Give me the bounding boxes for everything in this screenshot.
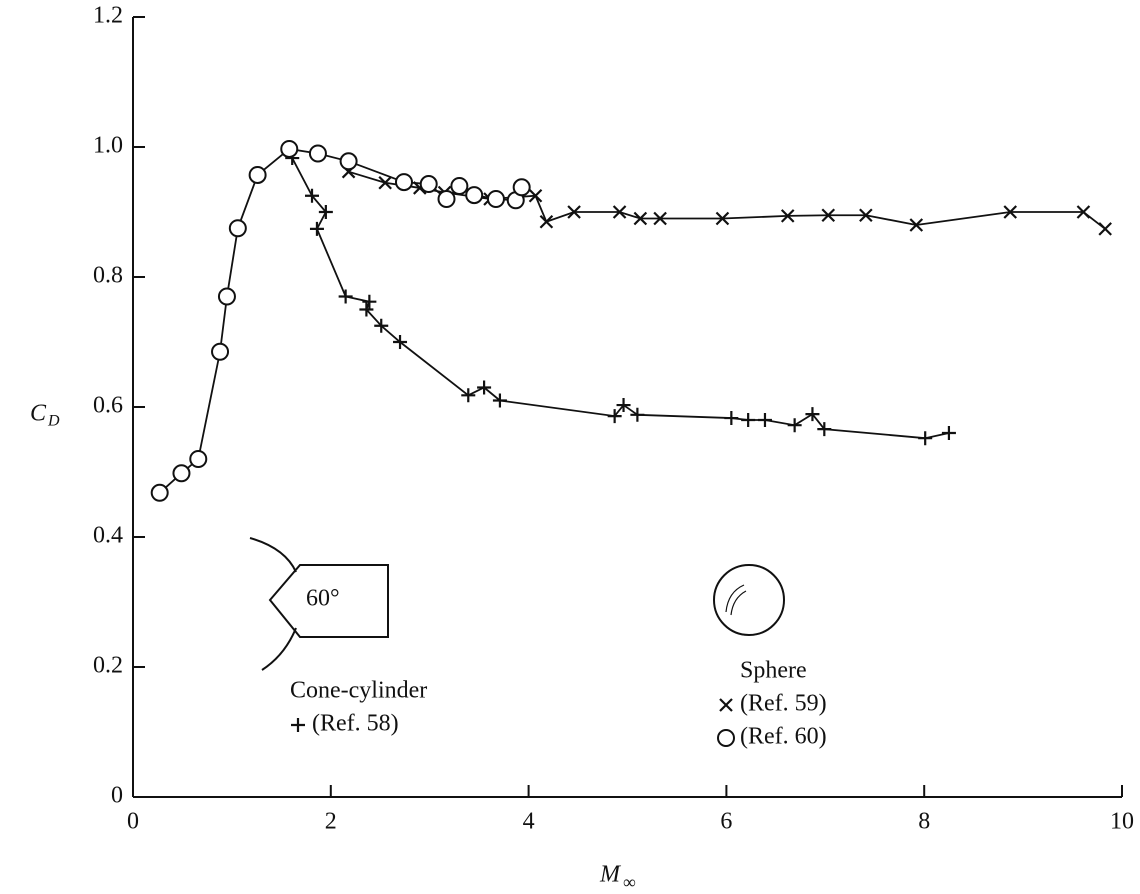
marker [318,205,333,219]
marker [528,188,543,203]
marker [305,188,320,203]
marker [189,450,208,468]
marker [393,335,408,349]
marker [309,221,324,236]
marker [859,208,873,223]
cone-angle: 60° [306,586,340,612]
marker [338,289,353,304]
x-tick-label: 0 [127,809,139,835]
marker [362,294,377,309]
annotation: Sphere [740,658,807,684]
marker [1003,205,1018,219]
marker [172,464,191,483]
marker [817,422,832,437]
x-tick-label: 8 [918,809,930,835]
marker [486,190,505,208]
marker [308,144,327,163]
marker [477,380,492,395]
x-label-sub: ∞ [623,872,636,892]
legend-label: (Ref. 60) [740,724,827,750]
marker [248,165,267,184]
marker [757,413,772,427]
y-tick-label: 0.6 [93,393,123,419]
annotation: Cone-cylinder [290,678,427,704]
legend-marker [719,698,733,712]
marker [450,177,469,195]
marker [724,411,739,426]
marker [909,218,924,232]
marker [211,342,230,361]
y-tick-label: 0 [111,783,123,809]
sphere-icon [713,564,785,636]
legend-marker [717,729,735,747]
y-tick-label: 0.4 [93,523,123,549]
marker [941,426,956,440]
marker [465,186,484,205]
x-tick-label: 2 [325,809,337,835]
marker [228,219,247,238]
marker [741,413,756,427]
marker [280,139,299,158]
marker [437,190,456,208]
marker [612,205,627,219]
marker [780,209,795,223]
marker [150,483,169,502]
marker [1076,205,1091,219]
marker [633,211,648,226]
y-tick-label: 0.2 [93,653,123,679]
marker [567,205,581,219]
y-tick-label: 1.2 [93,3,123,29]
y-tick-label: 0.8 [93,263,123,289]
marker [359,302,374,317]
legend-label: (Ref. 59) [740,691,827,717]
marker [715,211,730,226]
x-label: M [599,862,622,888]
marker [374,318,389,333]
x-tick-label: 10 [1110,809,1134,835]
marker [653,211,667,226]
marker [461,388,476,403]
marker [787,418,802,433]
marker [1098,222,1112,236]
legend-marker [291,718,305,732]
x-tick-label: 4 [523,809,535,835]
marker [394,173,413,192]
marker [512,178,531,197]
y-label-sub: D [47,413,60,430]
marker [607,409,622,424]
marker [419,175,438,194]
marker [539,214,554,229]
marker [821,208,836,223]
y-tick-label: 1.0 [93,133,123,159]
y-label: C [30,401,47,427]
x-tick-label: 6 [720,809,732,835]
legend-label: (Ref. 58) [312,711,399,737]
marker [918,431,933,446]
marker [217,287,236,306]
marker [492,393,507,408]
marker [378,175,392,190]
series-line [291,157,950,440]
cone-icon [249,537,389,671]
marker [805,407,820,422]
marker [616,398,631,413]
marker [630,407,645,422]
marker [339,152,358,171]
